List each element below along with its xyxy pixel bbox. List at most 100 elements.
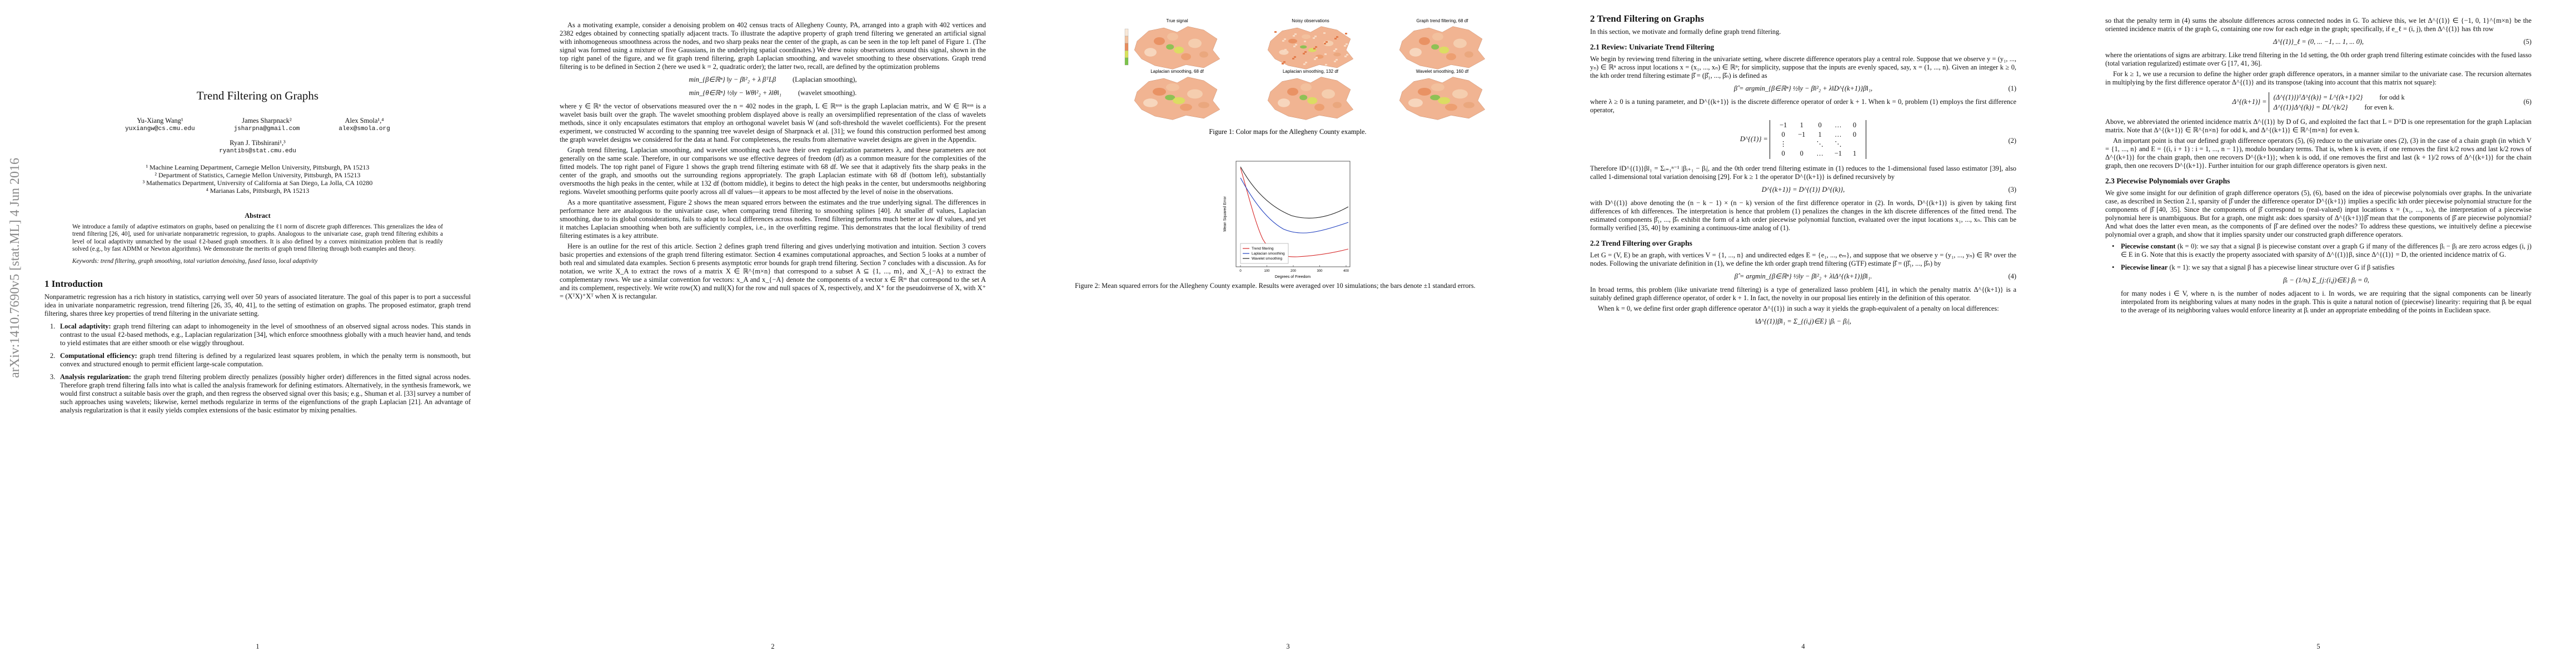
list-label: Local adaptivity: [60,322,111,330]
map-region [1418,88,1431,96]
x-tick-label: 400 [1343,270,1349,273]
abstract-text: We introduce a family of adaptive estima… [72,223,443,253]
author-email: yuxiangw@cs.cmu.edu [125,126,195,132]
paragraph: Graph trend filtering, Laplacian smoothi… [560,146,986,196]
map-region [1314,103,1324,111]
noise-cell [1314,36,1317,37]
noise-cell [1344,56,1347,57]
equation-text: min_{β∈ℝⁿ} ‖y − β‖²₂ + λ βᵀLβ [689,76,776,83]
map-title: Wavelet smoothing, 160 df [1416,69,1469,74]
matrix-cell: −1 [1798,131,1806,138]
list-label: Computational efficiency: [60,352,137,360]
figure-caption: Figure 1: Color maps for the Allegheny C… [1209,128,1366,136]
affiliation: ³ Mathematics Department, University of … [142,179,373,187]
equation: min_{β∈ℝⁿ} ‖y − β‖²₂ + λ βᵀLβ (Laplacian … [560,76,986,84]
map-region [1188,38,1202,48]
noise-cell [1345,33,1347,34]
matrix-cell: 0 [1781,150,1785,157]
paragraph: Nonparametric regression has a rich hist… [44,293,471,317]
map-region [1463,102,1474,108]
map-region [1199,51,1208,58]
keywords-label: Keywords: [72,257,99,265]
bullet-list: Piecewise constant (k = 0): we say that … [2105,242,2532,315]
list-item: 2. Computational efficiency: graph trend … [44,352,471,369]
abstract: Abstract We introduce a family of adapti… [72,212,443,265]
equation-number: (5) [2523,38,2532,46]
equation-text: Δ^{(1)}Δ^{(k)} = DL^{k/2} [2273,103,2348,111]
page: so that the penalty term in (4) sums the… [2061,0,2576,667]
noise-cell [1336,36,1338,38]
list-number: 1. [50,322,56,330]
matrix-cell: 0 [1852,121,1857,129]
noise-cell [1346,54,1348,56]
map-region [1167,33,1178,41]
paragraph: Here is an outline for the rest of this … [560,242,986,300]
equation-note: for odd k [2379,93,2405,101]
list-text: the graph trend filtering problem direct… [60,373,471,414]
noise-cell [1314,58,1316,60]
noise-cell [1282,40,1284,42]
paragraph: An important point is that our defined g… [2105,137,2532,170]
map-region [1174,46,1184,54]
map-region [1166,44,1174,50]
map-region [1452,89,1468,99]
matrix-cell: … [1835,131,1842,138]
equation-number: (6) [2523,98,2532,106]
page: Trend Filtering on Graphs Yu-Xiang Wang¹… [0,0,515,667]
noise-cell [1344,45,1346,47]
equation-text: ‖Δ^{(1)}β‖₁ = Σ_{(i,j)∈E} |βᵢ − βⱼ|, [1755,317,1851,325]
equation-text: βᵢ − (1/nᵢ) Σ_{j:(i,j)∈E} βⱼ = 0, [2283,276,2369,284]
paragraph: for many nodes i ∈ V, where nᵢ is the nu… [2121,290,2532,314]
matrix-cell [1848,140,1861,148]
equation-text: (Δ^{(1)})ᵀΔ^{(k)} = L^{(k+1)/2} [2273,93,2363,101]
equation-text: β̂ = argmin_{β∈ℝⁿ} ½‖y − β‖²₂ + λ‖D^{(k+… [1733,84,1873,92]
matrix-cell: ⋱ [1835,140,1842,148]
legend-label: Trend filtering [1252,247,1274,251]
subsection-heading: 2.3 Piecewise Polynomials over Graphs [2105,177,2230,185]
x-tick-label: 100 [1264,270,1270,273]
page: 2 Trend Filtering on Graphs In this sect… [1546,0,2061,667]
noise-cell [1325,64,1327,66]
mse-plot: Trend filtering Laplacian smoothing Wave… [1223,161,1351,279]
noise-cell [1304,41,1306,42]
author-name: Yu-Xiang Wang¹ [137,117,183,125]
paragraph: Above, we abbreviated the oriented incid… [2105,118,2532,134]
map-region [1287,88,1298,96]
paragraph: Let G = (V, E) be an graph, with vertice… [1590,251,2016,267]
equation: D^{(1)} = −1 1 0 … 0 0 −1 1 … 0 ⋮ ⋱ ⋱ 0 0 … −1 1 (2) [1590,120,2016,159]
map-region [1278,98,1290,107]
noise-cell [1294,56,1296,58]
paragraph: As a motivating example, consider a deno… [560,21,986,71]
colorbar-step [1124,28,1129,37]
matrix-cell [1793,140,1810,148]
list-number: 3. [50,373,56,381]
map-region [1432,33,1443,41]
paragraph: where y ∈ ℝⁿ the vector of observations … [560,102,986,143]
equation: ‖Δ^{(1)}β‖₁ = Σ_{(i,j)∈E} |βᵢ − βⱼ|, [1590,317,2016,326]
noise-cell [1316,57,1318,58]
matrix-cell: −1 [1834,150,1842,157]
noise-cell [1324,53,1327,55]
map-region [1307,97,1318,104]
map-region [1333,52,1341,57]
list-item: 3. Analysis regularization: the graph tre… [44,373,471,415]
colorbar-step [1124,50,1129,58]
map-region [1408,98,1423,107]
equation-text: D^{(1)} = [1740,135,1768,143]
matrix-cell: 0 [1852,131,1857,138]
paragraph: with D^{(1)} above denoting the (n − k −… [1590,199,2016,232]
author: James Sharpnack² jsharpna@gmail.com [234,117,300,133]
noise-cell [1315,46,1317,48]
map-region [1144,48,1157,57]
list-number: 2. [50,352,56,360]
author: Ryan J. Tibshirani¹,³ ryantibs@stat.cmu.e… [44,139,471,156]
county-map [1267,26,1354,69]
paragraph: In broad terms, this problem (like univa… [1590,286,2016,302]
section-heading: 2 Trend Filtering on Graphs [1590,13,1704,24]
list-label: Piecewise constant [2121,242,2176,250]
map-region [1180,103,1192,111]
noise-cell [1334,38,1337,39]
figure-area: Figure 1: Color maps for the Allegheny C… [1124,18,1486,279]
matrix-cell: 1 [1852,150,1857,157]
